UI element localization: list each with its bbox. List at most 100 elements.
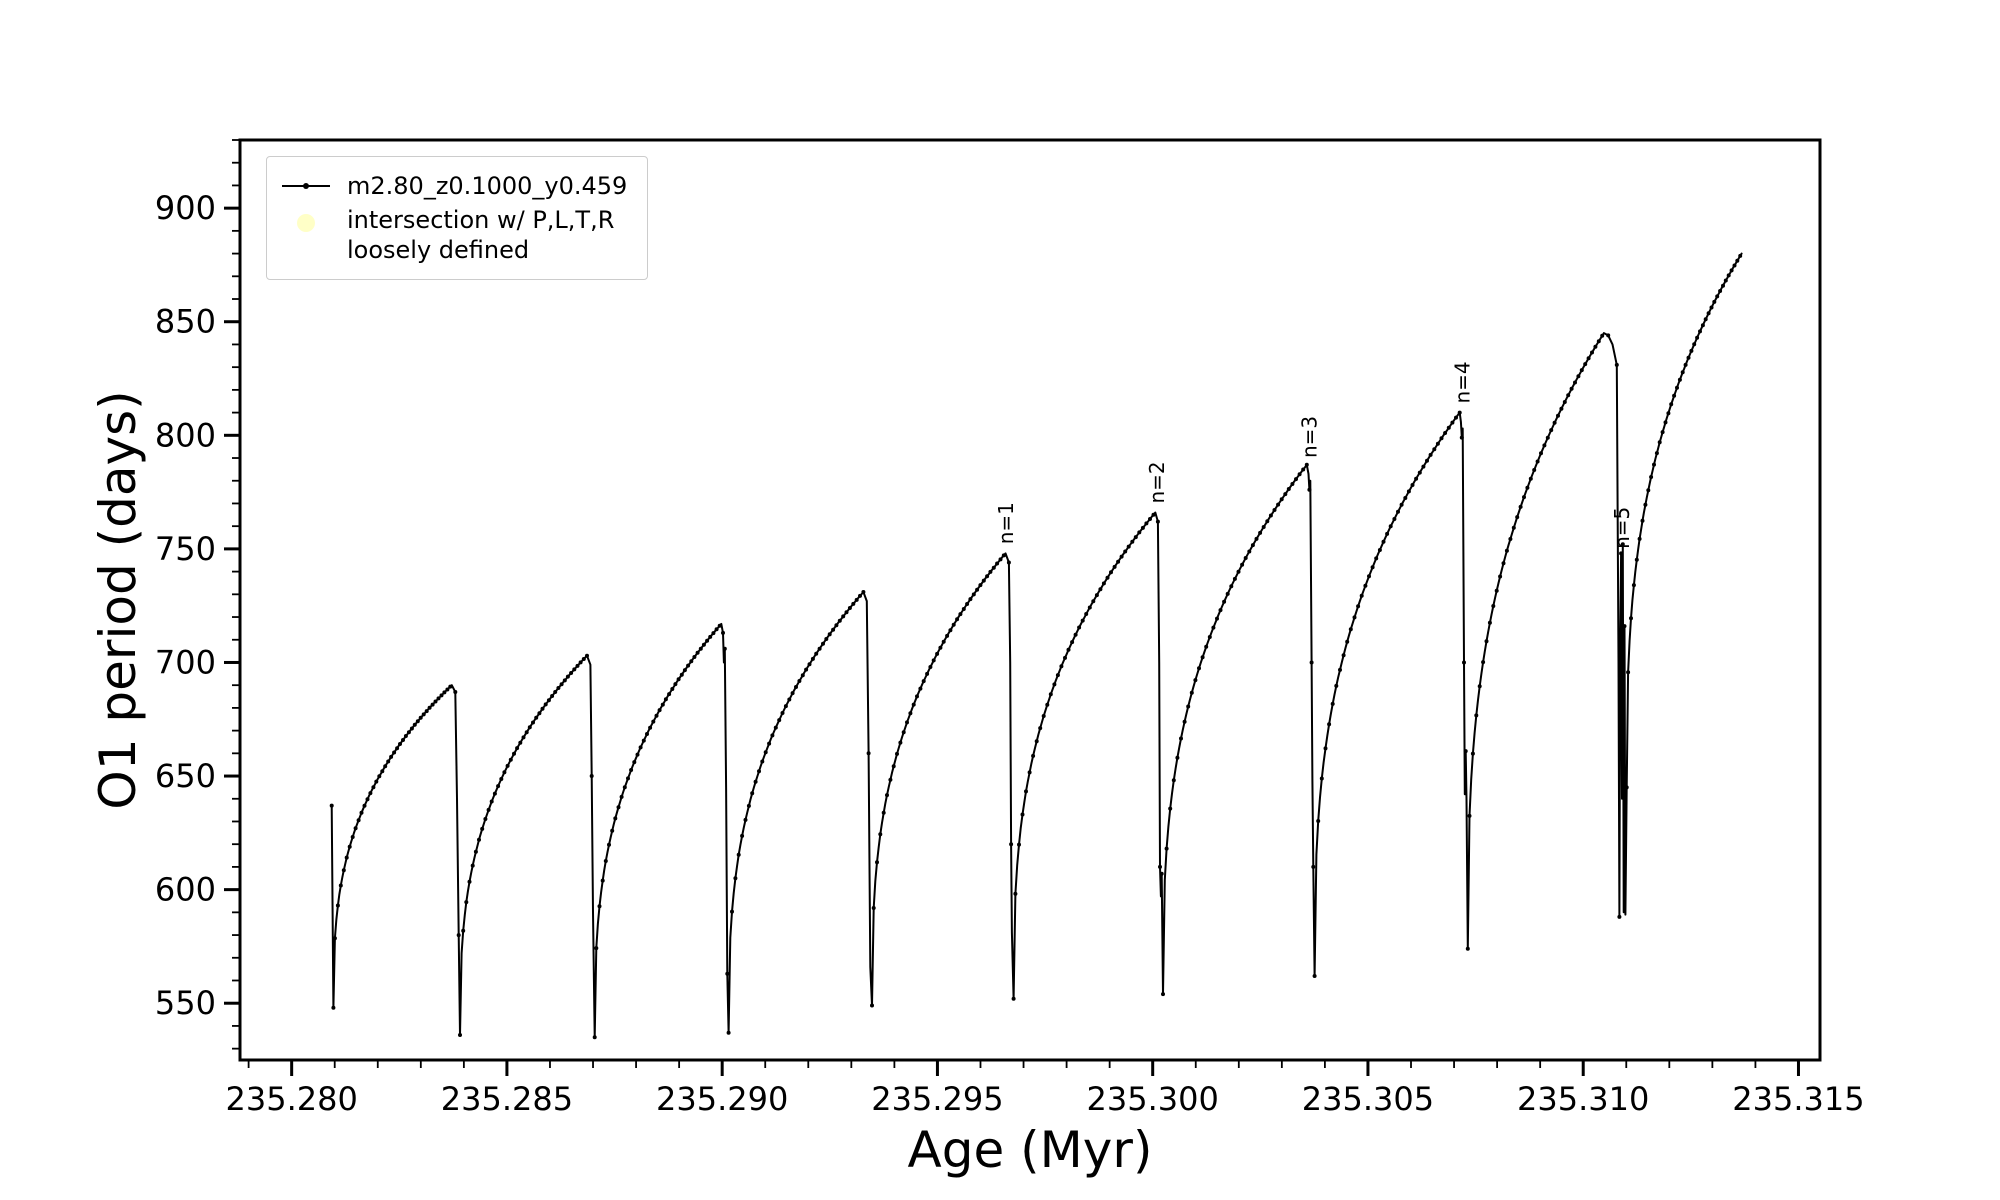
x-tick-label: 235.295 <box>871 1080 1003 1118</box>
series-dot <box>1112 564 1117 569</box>
series-dot <box>1155 519 1160 524</box>
series-dot <box>458 1033 462 1037</box>
series-dot <box>915 694 919 699</box>
series-dot <box>1319 776 1324 781</box>
series-dot <box>1316 819 1321 823</box>
series-dot <box>1250 543 1255 548</box>
series-dot <box>543 702 548 707</box>
series-dot <box>991 565 996 570</box>
series-dot <box>1511 525 1516 530</box>
series-dot <box>1406 489 1411 494</box>
series-dot <box>1258 530 1263 535</box>
legend-entry-series: m2.80_z0.1000_y0.459 <box>279 171 627 201</box>
series-dot <box>1091 599 1096 604</box>
series-dot <box>810 656 815 661</box>
series-dot <box>945 633 950 638</box>
series-dot <box>648 725 653 730</box>
series-dot <box>436 696 441 701</box>
series-dot <box>773 725 778 730</box>
series-dot <box>1677 377 1682 382</box>
series-dot <box>1193 678 1198 683</box>
series-dot <box>1552 420 1557 425</box>
series-dot <box>875 860 879 865</box>
series-dot <box>1286 487 1291 491</box>
series-dot <box>1348 627 1353 632</box>
series-dot <box>401 738 405 742</box>
series-dot <box>1309 660 1314 665</box>
series-dot <box>1182 719 1187 724</box>
series-dot <box>389 754 394 759</box>
series-dot <box>635 752 640 757</box>
annotation-n2: n=2 <box>1145 461 1169 503</box>
series-dot <box>657 708 662 713</box>
series-dot <box>1706 311 1711 316</box>
series-dot <box>1222 599 1227 604</box>
series-dot <box>597 904 602 909</box>
series-dot <box>1158 864 1162 869</box>
series-dot <box>1133 535 1138 540</box>
x-tick-label: 235.280 <box>225 1080 357 1118</box>
series-dot <box>794 685 798 689</box>
series-dot <box>797 679 802 683</box>
annotations: n=1 n=2 n=3 n=4 n=5 <box>994 361 1634 549</box>
series-dot <box>1031 753 1036 758</box>
series-dot <box>711 631 716 636</box>
series-dot <box>978 583 983 588</box>
x-tick-label: 235.305 <box>1302 1080 1434 1118</box>
series-dot <box>1359 593 1364 598</box>
series-dot <box>878 832 883 837</box>
series-dot <box>1579 368 1584 373</box>
series-dot <box>1034 739 1039 744</box>
series-dot <box>1399 502 1404 507</box>
series-dot <box>575 663 580 668</box>
series-dot <box>827 632 832 637</box>
series-dot <box>841 614 846 619</box>
series-dot <box>1001 553 1006 558</box>
series-dot <box>418 715 423 720</box>
series-dot <box>477 837 481 842</box>
legend-intersection-label: intersection w/ P,L,T,R loosely defined <box>347 206 615 264</box>
series-dot <box>619 794 624 799</box>
series-dot <box>629 768 634 772</box>
series-dot <box>931 658 936 663</box>
series-dot <box>971 592 976 597</box>
series-dot <box>338 883 343 888</box>
series-dot <box>412 722 417 727</box>
series-dot <box>1283 492 1288 497</box>
series-dot <box>1261 525 1266 529</box>
series-dot <box>1171 778 1176 783</box>
legend-marker-area <box>279 171 333 201</box>
series-dot <box>1207 635 1212 639</box>
series-dot <box>1159 871 1164 876</box>
series-dot <box>638 745 643 750</box>
axes-spines <box>238 138 1822 1062</box>
series-dot <box>1729 268 1734 273</box>
series-dot <box>1624 785 1629 790</box>
series-dot <box>1695 335 1700 340</box>
series-dot <box>1593 344 1598 349</box>
series-dot <box>1229 584 1234 589</box>
series-dot <box>1268 513 1273 518</box>
series-dot <box>1151 512 1156 517</box>
series-dot <box>1522 495 1526 500</box>
series-dot <box>673 682 678 687</box>
series-dot <box>1410 483 1415 487</box>
x-tick-label: 235.300 <box>1087 1080 1219 1118</box>
series-dot <box>594 946 599 951</box>
series-dot <box>1718 289 1723 293</box>
series-dot <box>1137 530 1142 535</box>
series-dot <box>844 610 849 615</box>
series-dot <box>531 720 535 725</box>
series-dot <box>1669 402 1674 407</box>
series-dot <box>965 602 970 606</box>
series-dot <box>499 777 504 781</box>
series-dot <box>663 697 668 702</box>
series-dot <box>858 593 862 598</box>
series-dot <box>717 623 722 628</box>
series-dot <box>961 607 966 611</box>
series-dot <box>948 628 953 633</box>
series-dot <box>925 671 930 676</box>
series-dot <box>1417 470 1422 475</box>
series-dot <box>403 734 408 738</box>
series-dot <box>1330 701 1335 706</box>
